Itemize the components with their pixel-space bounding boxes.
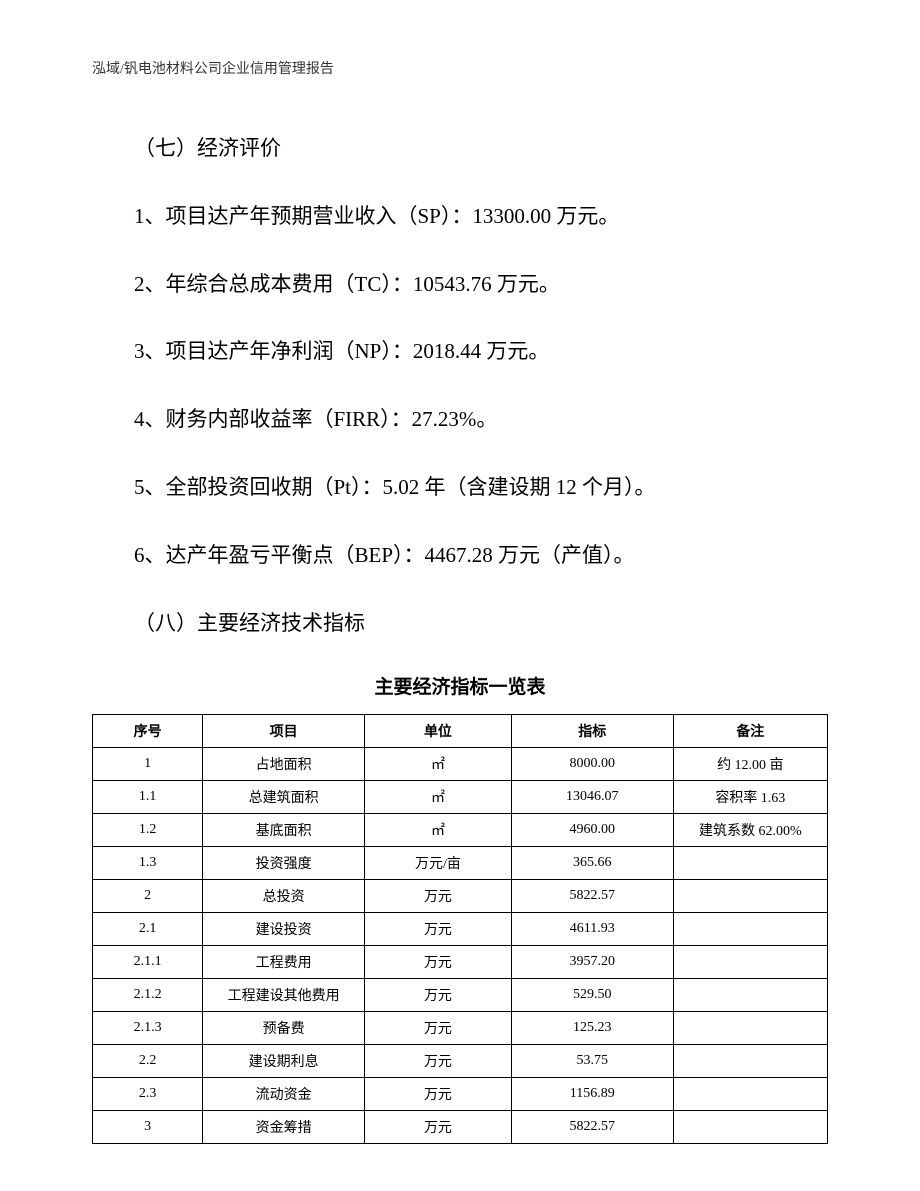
section-heading-7: （七）经济评价 bbox=[134, 130, 828, 168]
cell-seq: 1 bbox=[93, 748, 203, 781]
cell-remark bbox=[673, 847, 827, 880]
table-row: 3 资金筹措 万元 5822.57 bbox=[93, 1111, 828, 1144]
page-content: （七）经济评价 1、项目达产年预期营业收入（SP）：13300.00 万元。 2… bbox=[92, 130, 828, 1144]
cell-indicator: 8000.00 bbox=[511, 748, 673, 781]
cell-item: 基底面积 bbox=[203, 814, 365, 847]
cell-remark bbox=[673, 946, 827, 979]
col-header-item: 项目 bbox=[203, 715, 365, 748]
cell-unit: ㎡ bbox=[364, 748, 511, 781]
cell-remark bbox=[673, 1078, 827, 1111]
body-line-3: 3、项目达产年净利润（NP）：2018.44 万元。 bbox=[134, 333, 828, 371]
table-row: 2.1.3 预备费 万元 125.23 bbox=[93, 1012, 828, 1045]
cell-indicator: 5822.57 bbox=[511, 880, 673, 913]
cell-remark: 约 12.00 亩 bbox=[673, 748, 827, 781]
cell-indicator: 125.23 bbox=[511, 1012, 673, 1045]
cell-item: 建设投资 bbox=[203, 913, 365, 946]
table-title: 主要经济指标一览表 bbox=[92, 672, 828, 699]
cell-item: 占地面积 bbox=[203, 748, 365, 781]
cell-remark bbox=[673, 1045, 827, 1078]
body-line-1: 1、项目达产年预期营业收入（SP）：13300.00 万元。 bbox=[134, 198, 828, 236]
cell-seq: 1.1 bbox=[93, 781, 203, 814]
cell-indicator: 4611.93 bbox=[511, 913, 673, 946]
body-line-2: 2、年综合总成本费用（TC）：10543.76 万元。 bbox=[134, 266, 828, 304]
cell-unit: 万元 bbox=[364, 1045, 511, 1078]
cell-unit: 万元 bbox=[364, 946, 511, 979]
cell-seq: 1.2 bbox=[93, 814, 203, 847]
cell-item: 资金筹措 bbox=[203, 1111, 365, 1144]
table-row: 2.3 流动资金 万元 1156.89 bbox=[93, 1078, 828, 1111]
table-header-row: 序号 项目 单位 指标 备注 bbox=[93, 715, 828, 748]
table-row: 1.2 基底面积 ㎡ 4960.00 建筑系数 62.00% bbox=[93, 814, 828, 847]
cell-seq: 2.1.1 bbox=[93, 946, 203, 979]
cell-seq: 2.1.2 bbox=[93, 979, 203, 1012]
cell-indicator: 529.50 bbox=[511, 979, 673, 1012]
body-line-6: 6、达产年盈亏平衡点（BEP）：4467.28 万元（产值）。 bbox=[134, 537, 828, 575]
col-header-seq: 序号 bbox=[93, 715, 203, 748]
cell-remark bbox=[673, 880, 827, 913]
table-row: 2.2 建设期利息 万元 53.75 bbox=[93, 1045, 828, 1078]
cell-seq: 3 bbox=[93, 1111, 203, 1144]
cell-indicator: 3957.20 bbox=[511, 946, 673, 979]
table-row: 2.1.1 工程费用 万元 3957.20 bbox=[93, 946, 828, 979]
cell-item: 工程费用 bbox=[203, 946, 365, 979]
cell-unit: ㎡ bbox=[364, 781, 511, 814]
cell-indicator: 1156.89 bbox=[511, 1078, 673, 1111]
cell-seq: 2.2 bbox=[93, 1045, 203, 1078]
col-header-unit: 单位 bbox=[364, 715, 511, 748]
body-line-4: 4、财务内部收益率（FIRR）：27.23%。 bbox=[134, 401, 828, 439]
cell-item: 工程建设其他费用 bbox=[203, 979, 365, 1012]
cell-remark bbox=[673, 1012, 827, 1045]
cell-indicator: 13046.07 bbox=[511, 781, 673, 814]
table-row: 2 总投资 万元 5822.57 bbox=[93, 880, 828, 913]
cell-item: 建设期利息 bbox=[203, 1045, 365, 1078]
table-row: 2.1.2 工程建设其他费用 万元 529.50 bbox=[93, 979, 828, 1012]
table-row: 1.1 总建筑面积 ㎡ 13046.07 容积率 1.63 bbox=[93, 781, 828, 814]
col-header-indicator: 指标 bbox=[511, 715, 673, 748]
cell-indicator: 4960.00 bbox=[511, 814, 673, 847]
cell-item: 总投资 bbox=[203, 880, 365, 913]
cell-unit: ㎡ bbox=[364, 814, 511, 847]
cell-item: 总建筑面积 bbox=[203, 781, 365, 814]
cell-remark: 容积率 1.63 bbox=[673, 781, 827, 814]
cell-indicator: 53.75 bbox=[511, 1045, 673, 1078]
cell-seq: 2 bbox=[93, 880, 203, 913]
cell-seq: 2.1 bbox=[93, 913, 203, 946]
col-header-remark: 备注 bbox=[673, 715, 827, 748]
cell-seq: 1.3 bbox=[93, 847, 203, 880]
cell-remark bbox=[673, 1111, 827, 1144]
table-row: 1 占地面积 ㎡ 8000.00 约 12.00 亩 bbox=[93, 748, 828, 781]
cell-unit: 万元/亩 bbox=[364, 847, 511, 880]
cell-item: 投资强度 bbox=[203, 847, 365, 880]
cell-unit: 万元 bbox=[364, 1111, 511, 1144]
cell-item: 流动资金 bbox=[203, 1078, 365, 1111]
header-text: 泓域/钒电池材料公司企业信用管理报告 bbox=[92, 62, 334, 77]
table-row: 2.1 建设投资 万元 4611.93 bbox=[93, 913, 828, 946]
cell-remark bbox=[673, 979, 827, 1012]
cell-unit: 万元 bbox=[364, 1078, 511, 1111]
table-body: 1 占地面积 ㎡ 8000.00 约 12.00 亩 1.1 总建筑面积 ㎡ 1… bbox=[93, 748, 828, 1144]
cell-indicator: 5822.57 bbox=[511, 1111, 673, 1144]
section-heading-8: （八）主要经济技术指标 bbox=[134, 605, 828, 643]
cell-unit: 万元 bbox=[364, 1012, 511, 1045]
cell-remark bbox=[673, 913, 827, 946]
body-line-5: 5、全部投资回收期（Pt）：5.02 年（含建设期 12 个月）。 bbox=[134, 469, 828, 507]
cell-unit: 万元 bbox=[364, 880, 511, 913]
cell-indicator: 365.66 bbox=[511, 847, 673, 880]
cell-seq: 2.3 bbox=[93, 1078, 203, 1111]
cell-unit: 万元 bbox=[364, 913, 511, 946]
economic-indicators-table: 序号 项目 单位 指标 备注 1 占地面积 ㎡ 8000.00 约 12.00 … bbox=[92, 714, 828, 1144]
table-row: 1.3 投资强度 万元/亩 365.66 bbox=[93, 847, 828, 880]
page-header: 泓域/钒电池材料公司企业信用管理报告 bbox=[92, 58, 334, 78]
cell-unit: 万元 bbox=[364, 979, 511, 1012]
cell-seq: 2.1.3 bbox=[93, 1012, 203, 1045]
cell-remark: 建筑系数 62.00% bbox=[673, 814, 827, 847]
cell-item: 预备费 bbox=[203, 1012, 365, 1045]
